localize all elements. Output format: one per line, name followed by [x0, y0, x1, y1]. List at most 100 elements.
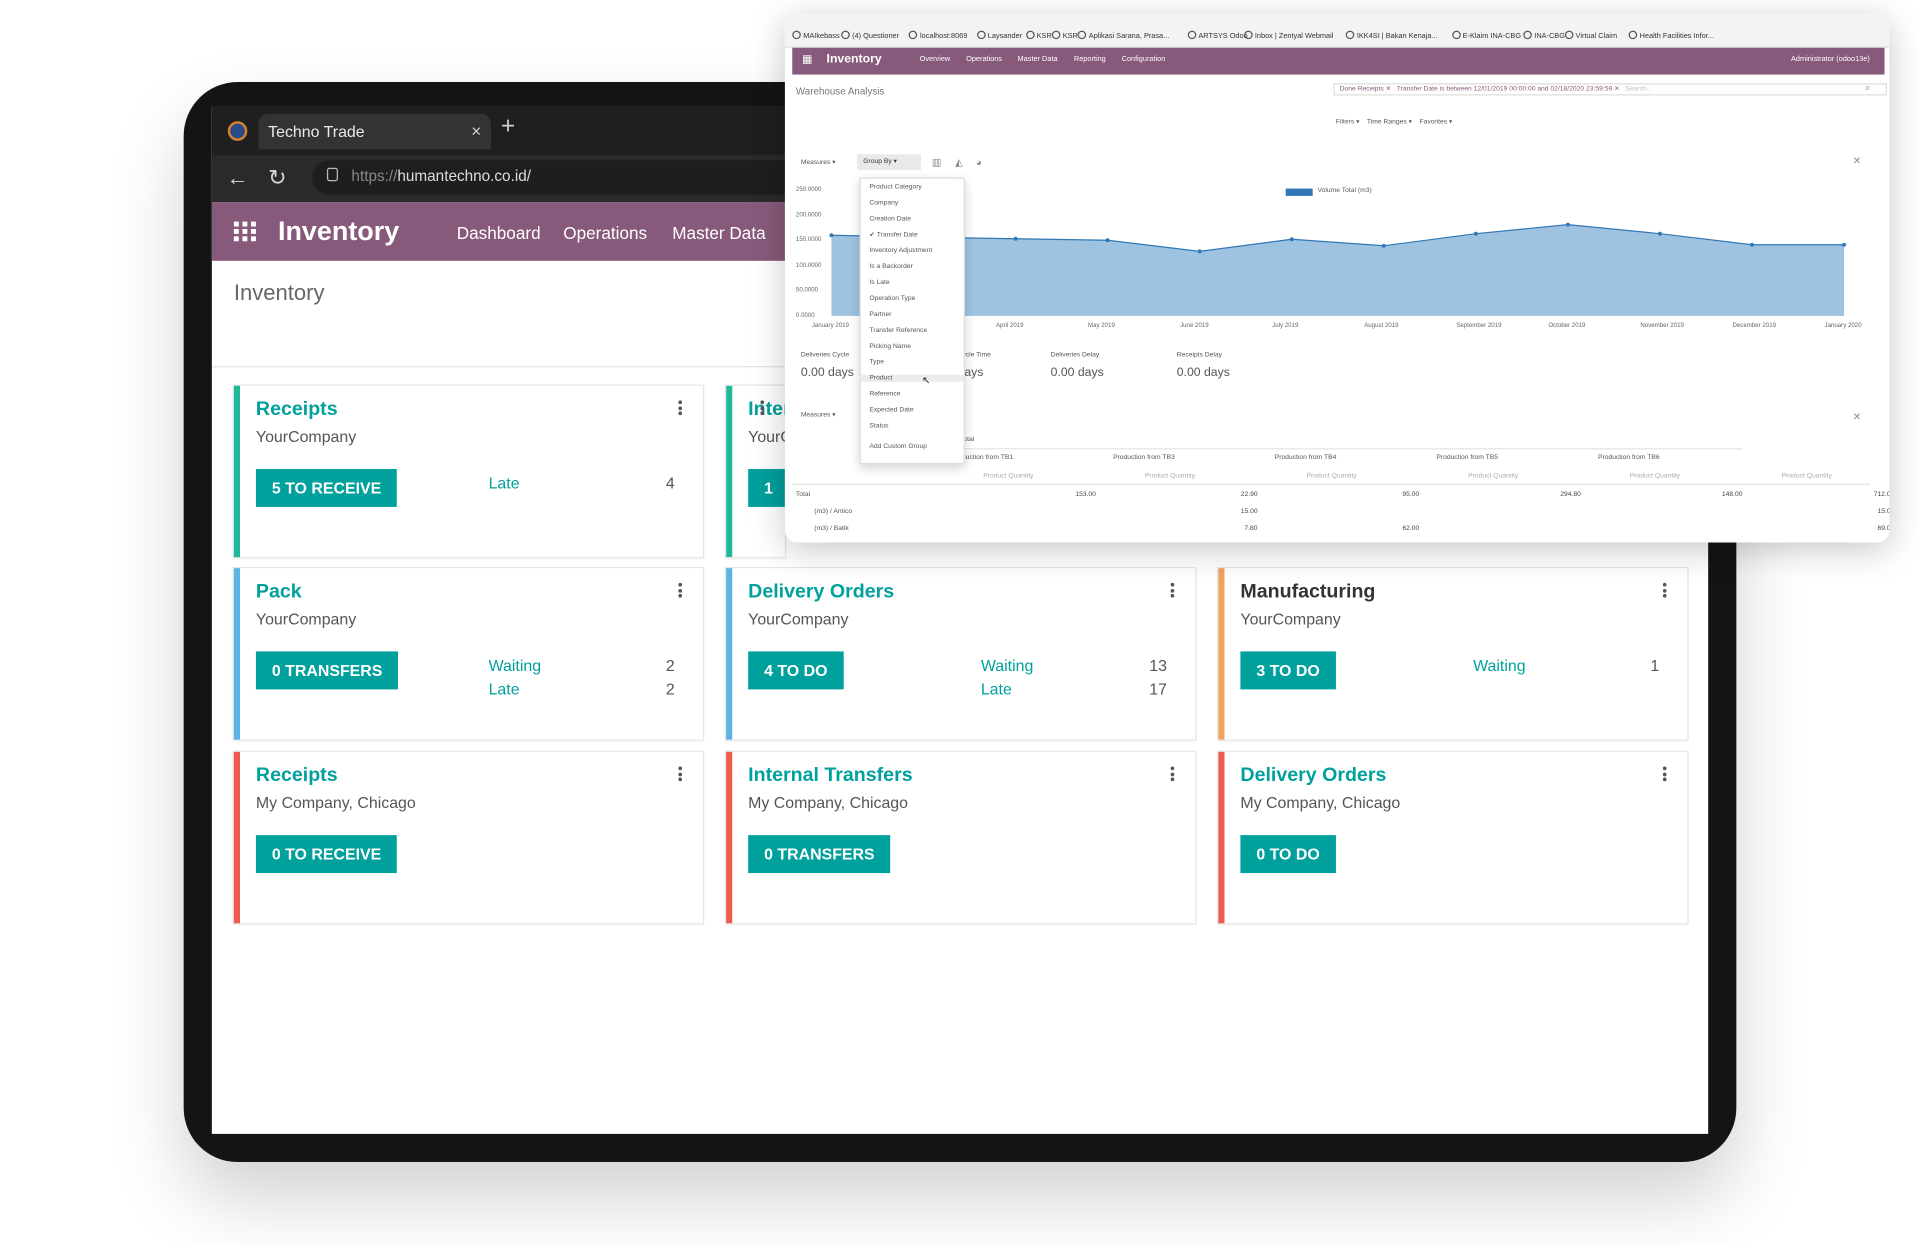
apps-grid-icon[interactable]: ▦ — [802, 52, 813, 65]
bookmark-item[interactable]: IKK4SI | Bakan Kenaja... — [1346, 31, 1438, 40]
card-title[interactable]: Inter — [748, 399, 785, 421]
data-point[interactable] — [1197, 249, 1202, 254]
favorites-dropdown[interactable]: Favorites — [1419, 118, 1448, 127]
time-ranges-dropdown[interactable]: Time Ranges — [1366, 118, 1407, 127]
card-action-button[interactable]: 0 TO DO — [1240, 835, 1336, 874]
data-point[interactable] — [1289, 237, 1294, 242]
bookmark-item[interactable]: Inbox | Zentyal Webmail — [1244, 31, 1334, 40]
apps-grid-icon[interactable] — [233, 221, 256, 242]
pivot-total-header[interactable]: Total — [960, 435, 975, 444]
data-point[interactable] — [1842, 242, 1847, 247]
app-title[interactable]: Inventory — [277, 215, 400, 247]
card-action-button[interactable]: 1 TR — [748, 468, 785, 535]
kebab-menu-icon[interactable] — [678, 400, 683, 416]
data-point[interactable] — [1381, 243, 1386, 248]
bookmark-item[interactable]: E-Klaim INA-CBG — [1452, 31, 1521, 40]
group-by-option[interactable]: Is a Backorder — [869, 263, 913, 271]
stat-label-link[interactable]: Waiting — [488, 656, 542, 675]
kebab-menu-icon[interactable] — [678, 766, 683, 782]
menu-master-data[interactable]: Master Data — [1017, 56, 1058, 64]
group-by-option[interactable]: Status — [869, 422, 889, 430]
card-action-button[interactable]: 3 TO DO — [1240, 651, 1336, 690]
group-by-option[interactable]: Inventory Adjustment — [869, 247, 933, 255]
legend-label[interactable]: Volume Total (m3) — [1317, 187, 1372, 195]
kebab-menu-icon[interactable] — [1170, 766, 1175, 782]
card-action-button[interactable]: 0 TO RECEIVE — [255, 835, 398, 874]
back-arrow-icon[interactable]: ← — [226, 165, 249, 190]
bookmark-item[interactable]: (4) Questioner — [841, 31, 899, 40]
bookmark-item[interactable]: Health Facilities Infor... — [1629, 31, 1714, 40]
bookmark-item[interactable]: INA-CBG — [1523, 31, 1565, 40]
group-by-option[interactable]: Transfer Reference — [869, 326, 928, 335]
pivot-measures-dropdown[interactable]: Measures ▾ — [800, 411, 836, 419]
data-point[interactable] — [1658, 231, 1662, 236]
facet-done-receipts[interactable]: Done Receipts — [1339, 85, 1384, 94]
group-by-option[interactable]: Picking Name — [869, 342, 911, 351]
close-tab-icon[interactable]: × — [471, 121, 482, 141]
user-menu[interactable]: Administrator (odoo13e) — [1790, 56, 1870, 64]
card-action-button[interactable]: 5 TO RECEIVE — [255, 468, 398, 507]
card-title[interactable]: Delivery Orders — [1240, 765, 1387, 787]
data-point[interactable] — [1750, 242, 1754, 247]
close-graph-icon[interactable]: ✕ — [1852, 155, 1861, 167]
pie-chart-icon[interactable]: ◕ — [975, 156, 982, 168]
group-by-option[interactable]: Reference — [869, 390, 901, 398]
reload-icon[interactable]: ↻ — [268, 165, 287, 190]
card-action-button[interactable]: 0 TRANSFERS — [748, 835, 891, 874]
card-action-button[interactable]: 0 TRANSFERS — [255, 651, 399, 690]
group-by-option[interactable]: Operation Type — [869, 295, 916, 303]
menu-configuration[interactable]: Configuration — [1121, 56, 1166, 64]
group-by-option[interactable]: Product — [860, 374, 964, 383]
stat-value[interactable]: 4 — [665, 473, 675, 493]
bookmark-item[interactable]: Virtual Claim — [1565, 31, 1618, 40]
group-by-dropdown[interactable]: Group By ▾ — [857, 154, 921, 171]
card-action-button[interactable]: 4 TO DO — [748, 651, 844, 690]
card-title[interactable]: Receipts — [255, 399, 338, 421]
data-point[interactable] — [1013, 236, 1018, 241]
kebab-menu-icon[interactable] — [1662, 766, 1667, 782]
stat-value[interactable]: 2 — [665, 656, 675, 675]
card-title[interactable]: Receipts — [255, 765, 338, 787]
card-title[interactable]: Pack — [255, 581, 302, 603]
line-chart-icon[interactable]: ◭ — [955, 156, 963, 168]
group-by-option[interactable]: Type — [869, 358, 885, 367]
stat-label-link[interactable]: Waiting — [980, 656, 1034, 675]
menu-operations[interactable]: Operations — [966, 56, 1003, 64]
menu-overview[interactable]: Overview — [919, 56, 951, 64]
measures-dropdown[interactable]: Measures ▾ — [800, 159, 836, 167]
pivot-row-header[interactable]: Total — [795, 491, 811, 499]
filters-dropdown[interactable]: Filters — [1335, 118, 1355, 127]
facet-transfer-date[interactable]: Transfer Date is between 12/01/2019 00:0… — [1396, 85, 1613, 94]
bar-chart-icon[interactable]: ▥ — [931, 156, 942, 168]
group-by-option[interactable]: Company — [869, 199, 899, 207]
pivot-column-header[interactable]: Production from TB6 — [1597, 454, 1660, 462]
stat-label-link[interactable]: Late — [488, 473, 520, 493]
analysis-app-title[interactable]: Inventory — [826, 52, 882, 67]
pivot-column-header[interactable]: Production from TB3 — [1113, 454, 1175, 462]
bookmark-item[interactable]: Aplikasi Sarana, Prasa... — [1078, 31, 1169, 40]
menu-dashboard[interactable]: Dashboard — [456, 222, 541, 243]
card-title[interactable]: Internal Transfers — [748, 765, 913, 787]
data-point[interactable] — [1565, 222, 1570, 227]
data-point[interactable] — [829, 233, 834, 238]
group-by-option[interactable]: Product Category — [869, 183, 922, 192]
menu-master-data[interactable]: Master Data — [672, 222, 766, 243]
pivot-row-header[interactable]: (m3) / Batik — [814, 525, 849, 533]
pivot-row-header[interactable]: (m3) / Antico — [814, 508, 853, 516]
pivot-column-header[interactable]: Production from TB5 — [1436, 454, 1498, 462]
stat-label-link[interactable]: Late — [980, 679, 1012, 698]
card-title[interactable]: Manufacturing — [1240, 581, 1376, 603]
kebab-menu-icon[interactable] — [1170, 582, 1175, 598]
bookmark-item[interactable]: ARTSYS Odoo — [1187, 31, 1247, 40]
group-by-option[interactable]: Add Custom Group — [869, 443, 928, 451]
kebab-menu-icon[interactable] — [678, 582, 683, 598]
search-icon[interactable]: ⌕ — [1864, 82, 1871, 94]
stat-label-link[interactable]: Late — [488, 679, 520, 698]
close-pivot-icon[interactable]: ✕ — [1852, 411, 1861, 423]
bookmark-item[interactable]: localhost:8069 — [909, 31, 967, 40]
stat-value[interactable]: 1 — [1650, 656, 1660, 675]
kebab-menu-icon[interactable] — [1662, 582, 1667, 598]
stat-value[interactable]: 17 — [1149, 679, 1167, 698]
pivot-column-header[interactable]: Production from TB1 — [951, 454, 1014, 462]
bookmark-item[interactable]: KSR — [1052, 31, 1078, 40]
